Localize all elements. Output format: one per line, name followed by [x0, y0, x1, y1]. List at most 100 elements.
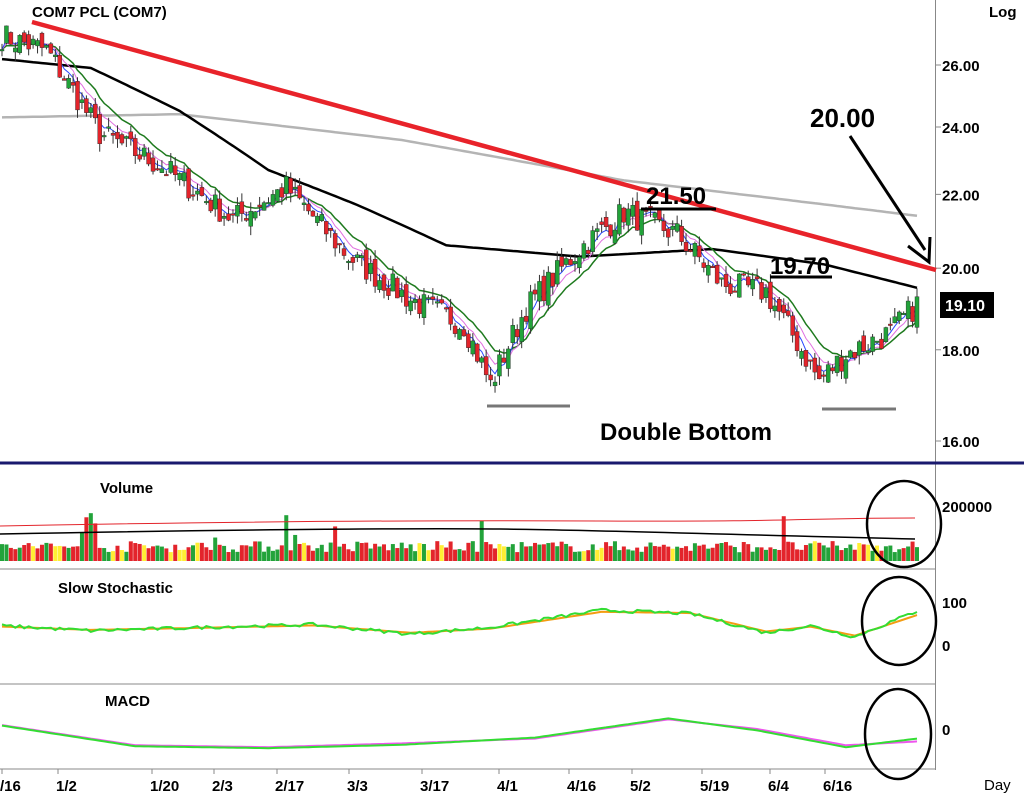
candle-body	[546, 271, 551, 306]
volume-bar	[541, 544, 546, 561]
volume-bar	[644, 546, 649, 561]
candle-body	[377, 280, 382, 290]
candle-body	[4, 25, 9, 44]
volume-bar	[333, 526, 338, 561]
candle-body	[208, 199, 213, 212]
candle-body	[692, 242, 698, 257]
volume-bar	[22, 545, 27, 561]
candle-body	[581, 243, 587, 259]
candle-body	[146, 152, 151, 165]
volume-bar	[795, 549, 800, 561]
candle-body	[626, 208, 631, 226]
candle-body	[785, 310, 791, 316]
candle-body	[26, 34, 31, 50]
macd-highlight-circle	[863, 687, 933, 781]
candle-body	[772, 305, 778, 312]
candle-body	[523, 315, 529, 322]
candle-body	[79, 99, 85, 103]
volume-bar	[768, 547, 773, 561]
candle-body	[164, 174, 169, 177]
volume-bar	[781, 516, 786, 561]
volume-bar	[119, 549, 124, 561]
volume-bar	[310, 550, 315, 561]
svg-text:19.10: 19.10	[945, 298, 985, 315]
volume-bar	[630, 550, 635, 561]
volume-bar	[719, 543, 724, 561]
volume-bar	[399, 542, 404, 561]
volume-bar	[888, 545, 893, 561]
candle-body	[324, 221, 329, 235]
volume-bar	[279, 545, 284, 561]
candle-body	[586, 249, 591, 254]
candle-body	[110, 133, 116, 136]
candle-body	[621, 207, 627, 223]
candle-body	[106, 126, 111, 129]
candle-body	[372, 258, 378, 287]
volume-bar	[195, 542, 200, 561]
volume-bar	[164, 548, 169, 561]
date-tick-label: 4/1	[497, 778, 518, 795]
candle-body	[8, 32, 14, 45]
volume-bar	[17, 547, 22, 561]
volume-bar	[755, 547, 760, 561]
candle-body	[528, 291, 533, 330]
candle-body	[603, 217, 609, 227]
candle-body	[408, 300, 413, 312]
candle-body	[457, 328, 462, 340]
candle-body	[133, 138, 138, 156]
macd-line	[1, 717, 918, 750]
date-tick-label: 5/2	[630, 778, 651, 795]
date-tick-label: 6/16	[823, 778, 852, 795]
candle-body	[252, 211, 258, 219]
volume-bar	[337, 546, 342, 561]
candle-body	[910, 306, 915, 322]
candle-body	[830, 367, 835, 372]
volume-bar	[142, 545, 147, 561]
stochastic-tick-0: 0	[942, 638, 950, 655]
volume-bar	[244, 545, 249, 561]
volume-bar	[155, 545, 160, 561]
panel-frames	[0, 0, 936, 770]
volume-bar	[453, 549, 458, 561]
volume-bar	[519, 542, 524, 561]
volume-bar	[48, 543, 53, 561]
volume-bar	[26, 543, 31, 561]
volume-bar	[177, 549, 182, 561]
volume-bar	[79, 532, 84, 561]
volume-bar	[626, 549, 631, 561]
candle-body	[728, 283, 733, 294]
volume-bar	[435, 541, 440, 561]
candle-body	[168, 161, 173, 173]
volume-bar	[475, 551, 480, 561]
candle-body	[848, 350, 853, 358]
candle-body	[288, 177, 293, 194]
candle-body	[861, 335, 866, 352]
candle-body	[897, 311, 902, 321]
price-tick-label: 24.00	[942, 120, 980, 137]
volume-bar	[750, 551, 755, 561]
candle-body	[732, 290, 738, 293]
candle-body	[443, 307, 449, 310]
volume-bar	[599, 547, 604, 561]
volume-bar	[835, 545, 840, 561]
volume-bar	[510, 544, 515, 561]
volume-bar	[266, 546, 271, 561]
candle-body	[284, 176, 289, 194]
date-tick-label: 1/2	[56, 778, 77, 795]
volume-bar	[533, 542, 538, 561]
volume-bar	[732, 547, 737, 561]
arrow-to-20	[848, 135, 932, 265]
candle-body	[719, 277, 724, 280]
chart-title: COM7 PCL (COM7)	[32, 4, 167, 21]
volume-bar	[57, 545, 62, 561]
candle-body	[155, 168, 160, 171]
macd-lines	[1, 717, 918, 750]
candle-body	[688, 250, 693, 252]
candle-body	[399, 289, 404, 297]
volume-bar	[377, 546, 382, 561]
candle-body	[874, 340, 880, 343]
candle-body	[532, 289, 538, 295]
volume-bar	[470, 541, 475, 561]
volume-bar	[608, 546, 613, 561]
candle-body	[768, 281, 773, 309]
